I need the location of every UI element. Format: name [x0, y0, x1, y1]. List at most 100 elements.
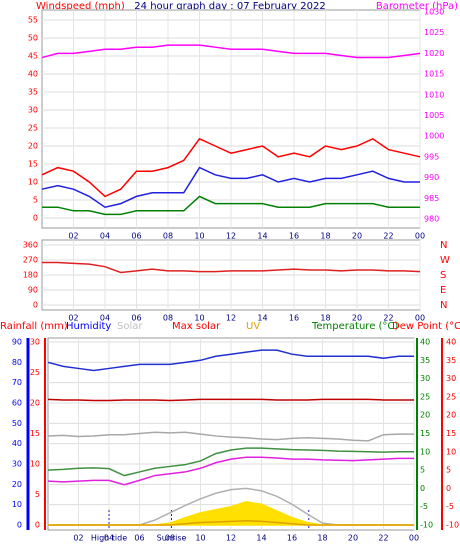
y-tick-label: 30	[28, 106, 38, 115]
x-tick-label: 04	[100, 314, 110, 323]
y2-tick-label: 1005	[424, 111, 444, 120]
legend-label: UV	[246, 321, 260, 332]
y2-tick-label: 35	[420, 356, 430, 365]
y-tick-label: 90	[12, 338, 22, 347]
legend-label: Max solar	[172, 321, 221, 332]
y2-tick-label: 1025	[424, 28, 444, 37]
x-tick-label: 12	[226, 314, 236, 323]
y-tick-label: 0	[33, 301, 38, 310]
y-tick-label: 270	[23, 256, 38, 265]
y-tick-label: 0	[17, 521, 22, 530]
x-tick-label: 20	[348, 534, 358, 543]
series-line	[47, 456, 414, 486]
legend-label: Temperature (°C)	[311, 321, 398, 332]
legend-label: Rainfall (mm)	[0, 321, 68, 332]
y4-tick-label: 20	[446, 411, 456, 420]
y-tick-label: 10	[28, 178, 38, 187]
x-tick-label: 22	[378, 534, 388, 543]
legend-label: Humidity	[66, 321, 111, 332]
y4-tick-label: 30	[446, 374, 456, 383]
y2-tick-label: -5	[420, 502, 428, 511]
direction-label: S	[440, 270, 446, 281]
y-tick-label: 45	[28, 52, 38, 61]
x-tick-label: 14	[256, 534, 266, 543]
x-tick-label: 10	[194, 314, 204, 323]
x-tick-label: 02	[68, 314, 78, 323]
x-tick-label: 16	[289, 314, 299, 323]
x-tick-label: 10	[195, 534, 205, 543]
x-tick-label: 20	[352, 314, 362, 323]
y4-tick-label: 25	[446, 392, 456, 401]
series-line	[48, 519, 414, 526]
x-tick-label: 18	[320, 232, 330, 241]
y-tick-label: 40	[12, 439, 22, 448]
y-tick-label: 70	[12, 378, 22, 387]
x-tick-label: 00	[415, 232, 425, 241]
y-tick-label: 20	[12, 480, 22, 489]
y4-tick-label: 0	[446, 484, 451, 493]
x-tick-label: 18	[317, 534, 327, 543]
x-tick-label: 20	[352, 232, 362, 241]
y-tick-label: 60	[12, 399, 22, 408]
y4-tick-label: 15	[446, 429, 456, 438]
y2-tick-label: 5	[420, 466, 425, 475]
y4-tick-label: -5	[446, 502, 454, 511]
x-tick-label: 02	[73, 534, 83, 543]
y-tick-label: 25	[28, 124, 38, 133]
series-line	[42, 195, 420, 216]
y-tick-label: 5	[33, 196, 38, 205]
y2-tick-label: 1015	[424, 70, 444, 79]
x-tick-label: 14	[257, 314, 267, 323]
y2-tick-label: 985	[424, 194, 439, 203]
x-tick-label: 04	[100, 232, 110, 241]
y-tick-label: 0	[33, 214, 38, 223]
y2-tick-label: 15	[420, 429, 430, 438]
y2-tick-label: 1010	[424, 90, 444, 99]
y2-tick-label: 1020	[424, 49, 444, 58]
y2-tick-label: 1030	[424, 8, 444, 17]
x-tick-label: 16	[289, 232, 299, 241]
y-tick-label: 55	[28, 16, 38, 25]
direction-label: E	[440, 285, 446, 296]
y-tick-label: 180	[23, 271, 38, 280]
event-label: Sunrise	[157, 534, 187, 543]
x-tick-label: 16	[287, 534, 297, 543]
series-line	[47, 447, 414, 477]
y4-tick-label: 5	[446, 466, 451, 475]
series-line	[41, 137, 421, 198]
series-line	[42, 261, 421, 274]
x-tick-label: 08	[163, 232, 173, 241]
y-tick-label: 40	[28, 70, 38, 79]
x-tick-label: 14	[257, 232, 267, 241]
y4-tick-label: 35	[446, 356, 456, 365]
y2-tick-label: 10	[420, 447, 430, 456]
y-tick-label: 80	[12, 358, 22, 367]
x-tick-label: 06	[131, 314, 141, 323]
y2-tick-label: 980	[424, 215, 439, 224]
legend-label: Dew Point (°C)	[392, 321, 460, 332]
y4-tick-label: 10	[446, 447, 456, 456]
y2-tick-label: 1000	[424, 132, 444, 141]
direction-label: W	[440, 255, 450, 266]
y4-tick-label: 40	[446, 338, 456, 347]
chart-title: 24 hour graph day : 07 February 2022	[134, 1, 325, 12]
x-tick-label: 22	[383, 232, 393, 241]
y2-tick-label: 30	[420, 374, 430, 383]
y-tick-label: 20	[28, 142, 38, 151]
x-tick-label: 00	[409, 534, 419, 543]
y3-tick-label: 25	[30, 368, 40, 377]
direction-label: N	[440, 300, 447, 311]
y2-tick-label: 990	[424, 173, 439, 182]
y-tick-label: 10	[12, 500, 22, 509]
y2-tick-label: 0	[420, 484, 425, 493]
y-tick-label: 15	[28, 160, 38, 169]
legend-label: Solar	[117, 321, 143, 332]
x-tick-label: 10	[194, 232, 204, 241]
y-tick-label: 50	[28, 34, 38, 43]
y3-tick-label: 0	[35, 521, 40, 530]
direction-label: N	[440, 240, 447, 251]
y3-tick-label: 5	[35, 490, 40, 499]
x-tick-label: 08	[163, 314, 173, 323]
y-tick-label: 35	[28, 88, 38, 97]
y3-tick-label: 30	[30, 338, 40, 347]
